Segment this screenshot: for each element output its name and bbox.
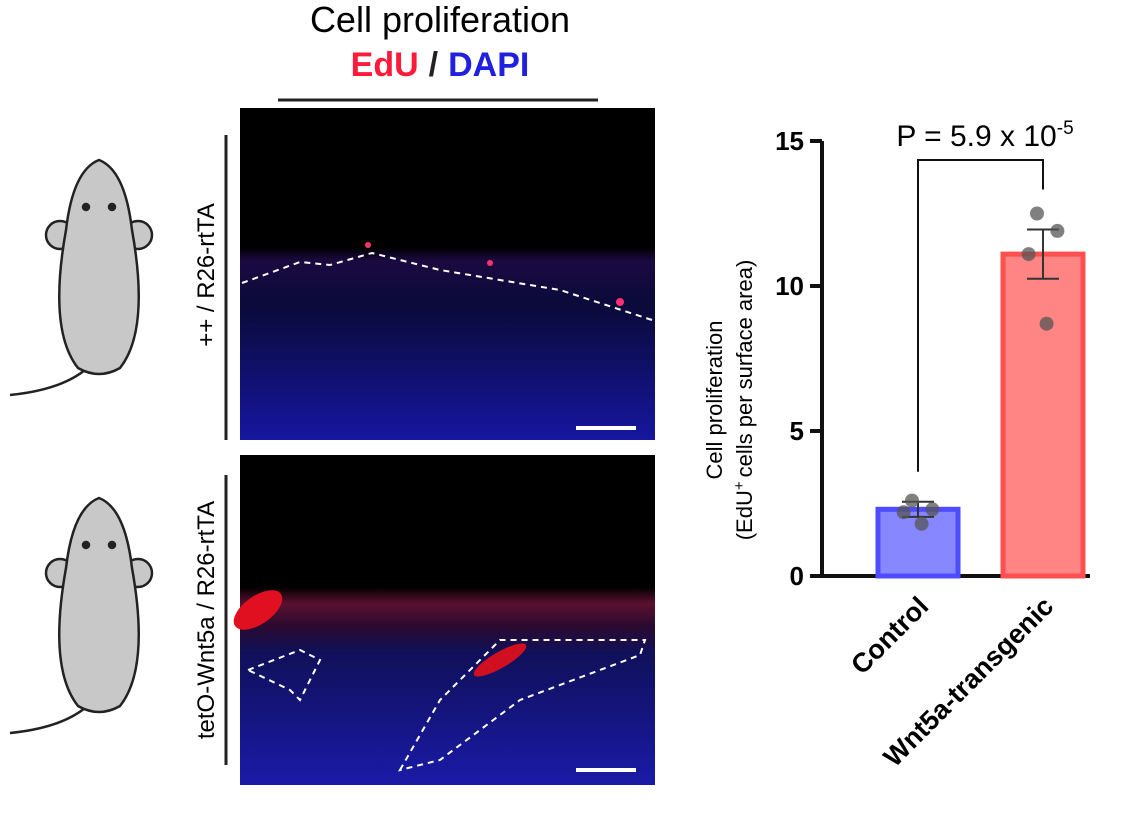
data-point [896, 505, 911, 520]
y-tick-label: 15 [775, 126, 804, 156]
edu-label: EdU [351, 46, 419, 84]
data-point [1030, 206, 1044, 221]
edu-spot [616, 298, 624, 306]
micrograph-control [240, 108, 655, 440]
data-point [914, 516, 929, 531]
data-point [925, 502, 940, 517]
p-value: P = 5.9 x 10-5 [896, 118, 1073, 153]
y-label-part: cells per surface area) [732, 260, 757, 478]
edu-spot [487, 260, 493, 266]
sep-label: / [429, 46, 439, 84]
data-point [1039, 316, 1054, 331]
mouse-icon [9, 496, 154, 735]
hair-follicle [233, 590, 283, 630]
data-point [905, 493, 919, 508]
edu-spot [365, 242, 371, 248]
hair-follicle [473, 643, 527, 677]
bar [1000, 251, 1086, 579]
panel-label: ++ / R26-rtTA [193, 203, 220, 347]
data-point [1021, 247, 1036, 262]
y-tick-label: 0 [790, 561, 804, 591]
tail [9, 369, 86, 397]
body [58, 496, 140, 714]
body [58, 158, 140, 376]
figure-title: Cell proliferation [310, 0, 570, 40]
y-label-sup: + [731, 481, 748, 490]
eye [81, 540, 91, 550]
p-text: P = 5.9 x 10 [896, 120, 1056, 153]
dapi-label: DAPI [448, 46, 529, 84]
data-point [1050, 223, 1065, 238]
y-tick-label: 5 [790, 416, 804, 446]
eye [107, 540, 117, 550]
y-axis-label: (EdU+ cells per surface area) [731, 260, 757, 541]
tail [9, 707, 86, 735]
y-label-part: (EdU [732, 490, 757, 540]
p-sup: -5 [1057, 118, 1074, 139]
y-tick-label: 10 [775, 271, 804, 301]
eye [81, 202, 91, 212]
panel-label: tetO-Wnt5a / R26-rtTA [193, 501, 220, 739]
x-tick-label: Control [845, 591, 934, 680]
dashed-outline [245, 639, 647, 772]
stain-label: EdU / DAPI [351, 46, 530, 84]
significance-bracket [917, 159, 1044, 472]
eye [107, 202, 117, 212]
mouse-icon [9, 158, 154, 397]
micrograph-transgenic [240, 455, 655, 785]
dashed-outline [241, 251, 653, 321]
y-axis-label: Cell proliferation [702, 321, 727, 480]
